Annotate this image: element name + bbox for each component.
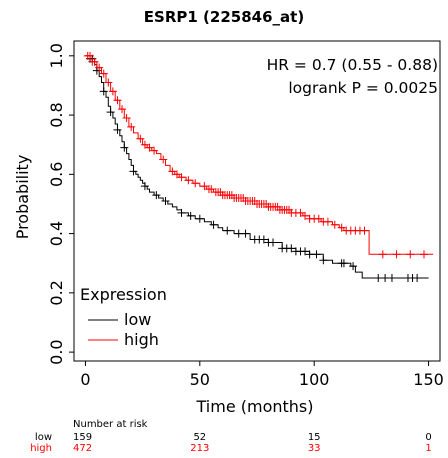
censor-mark-high bbox=[140, 140, 149, 149]
logrank-p-annotation: logrank P = 0.0025 bbox=[288, 79, 438, 97]
censor-mark-low bbox=[161, 197, 170, 205]
censor-mark-low bbox=[287, 244, 296, 253]
censor-mark-low bbox=[301, 247, 310, 256]
risk-table-header: Number at risk bbox=[73, 419, 148, 430]
x-tick-label: 50 bbox=[190, 370, 210, 389]
censor-mark-high bbox=[337, 223, 346, 232]
censor-mark-low bbox=[140, 182, 149, 191]
censor-mark-low bbox=[223, 226, 232, 235]
censor-mark-low bbox=[234, 229, 243, 238]
censor-mark-low bbox=[387, 274, 396, 283]
censor-mark-high bbox=[301, 211, 310, 220]
censor-mark-high bbox=[323, 217, 332, 226]
censor-mark-high bbox=[168, 167, 177, 176]
plot-area bbox=[73, 40, 441, 362]
censor-mark-high bbox=[108, 87, 117, 96]
censor-mark-high bbox=[184, 176, 193, 185]
y-tick-label: 0.0 bbox=[47, 339, 66, 364]
censor-mark-low bbox=[113, 125, 122, 134]
legend-label-high: high bbox=[124, 330, 159, 349]
censor-mark-high bbox=[191, 179, 200, 188]
y-axis-label: Probability bbox=[13, 155, 32, 240]
censor-mark-high bbox=[104, 78, 113, 87]
risk-value-high: 33 bbox=[308, 443, 321, 454]
censor-mark-high bbox=[95, 63, 104, 72]
censor-mark-high bbox=[136, 134, 145, 143]
censor-mark-high bbox=[150, 146, 159, 155]
risk-value-high: 1 bbox=[425, 443, 431, 454]
censor-mark-high bbox=[99, 69, 108, 78]
risk-value-low: 15 bbox=[308, 432, 321, 443]
censor-mark-high bbox=[392, 250, 401, 259]
censor-marks bbox=[83, 51, 428, 283]
censor-mark-high bbox=[145, 143, 154, 152]
y-tick-label: 1.0 bbox=[47, 43, 66, 68]
risk-row-label-low: low bbox=[35, 432, 52, 443]
censor-mark-low bbox=[349, 262, 358, 271]
censor-mark-low bbox=[339, 259, 348, 268]
legend: Expression low high bbox=[80, 285, 167, 349]
censor-mark-high bbox=[200, 182, 209, 191]
censor-mark-high bbox=[406, 250, 415, 259]
censor-mark-low bbox=[99, 87, 108, 96]
censor-mark-low bbox=[269, 238, 278, 247]
plot-frame bbox=[73, 40, 441, 362]
censor-mark-high bbox=[122, 114, 131, 123]
censor-mark-low bbox=[259, 235, 268, 244]
censor-mark-high bbox=[118, 105, 127, 114]
censor-mark-high bbox=[127, 122, 136, 131]
censor-mark-low bbox=[374, 274, 383, 283]
censor-mark-high bbox=[330, 220, 339, 229]
censor-mark-high bbox=[113, 96, 122, 105]
risk-value-high: 213 bbox=[190, 443, 209, 454]
risk-value-low: 0 bbox=[425, 432, 431, 443]
risk-value-low: 52 bbox=[193, 432, 206, 443]
risk-row-label-high: high bbox=[30, 443, 52, 454]
censor-mark-low bbox=[381, 274, 390, 283]
risk-table: Number at risk low 159 52 15 0 high 472 213 33 1 bbox=[30, 419, 432, 454]
x-axis-label: Time (months) bbox=[196, 397, 314, 416]
censor-mark-high bbox=[314, 214, 323, 223]
y-tick-label: 0.8 bbox=[47, 102, 66, 127]
censor-mark-low bbox=[209, 220, 218, 229]
y-tick-label: 0.4 bbox=[47, 221, 66, 246]
y-tick-label: 0.6 bbox=[47, 162, 66, 187]
censor-mark-high bbox=[296, 208, 305, 217]
x-axis-ticks: 0 50 100 150 bbox=[80, 361, 444, 389]
censor-mark-low bbox=[177, 208, 186, 217]
risk-value-high: 472 bbox=[73, 443, 92, 454]
censor-mark-high bbox=[207, 185, 216, 194]
censor-mark-low bbox=[120, 143, 129, 152]
hazard-ratio-annotation: HR = 0.7 (0.55 - 0.88) bbox=[267, 56, 438, 74]
y-axis-ticks: 0.0 0.2 0.4 0.6 0.8 1.0 bbox=[47, 43, 74, 365]
censor-mark-high bbox=[86, 51, 95, 60]
legend-title: Expression bbox=[80, 285, 167, 304]
x-tick-label: 150 bbox=[413, 370, 444, 389]
censor-mark-low bbox=[413, 274, 422, 283]
risk-value-low: 159 bbox=[73, 432, 92, 443]
x-tick-label: 0 bbox=[80, 370, 90, 389]
censor-mark-high bbox=[159, 155, 168, 164]
censor-mark-low bbox=[129, 167, 138, 176]
censor-mark-low bbox=[152, 191, 161, 200]
censor-mark-high bbox=[172, 170, 181, 179]
chart-title: ESRP1 (225846_at) bbox=[144, 8, 304, 26]
censor-mark-high bbox=[90, 57, 99, 66]
censor-mark-low bbox=[195, 214, 204, 223]
censor-mark-low bbox=[305, 250, 314, 259]
censor-mark-high bbox=[378, 250, 387, 259]
censor-mark-high bbox=[360, 226, 369, 235]
y-tick-label: 0.2 bbox=[47, 280, 66, 305]
x-tick-label: 100 bbox=[299, 370, 330, 389]
censor-mark-low bbox=[186, 211, 195, 220]
censor-mark-high bbox=[419, 250, 428, 259]
censor-mark-low bbox=[319, 256, 328, 265]
censor-mark-low bbox=[241, 229, 250, 238]
censor-mark-high bbox=[177, 173, 186, 182]
censor-mark-low bbox=[106, 108, 115, 117]
censor-mark-low bbox=[312, 250, 321, 259]
legend-label-low: low bbox=[124, 310, 151, 329]
risk-table-rows: low 159 52 15 0 high 472 213 33 1 bbox=[30, 432, 432, 454]
